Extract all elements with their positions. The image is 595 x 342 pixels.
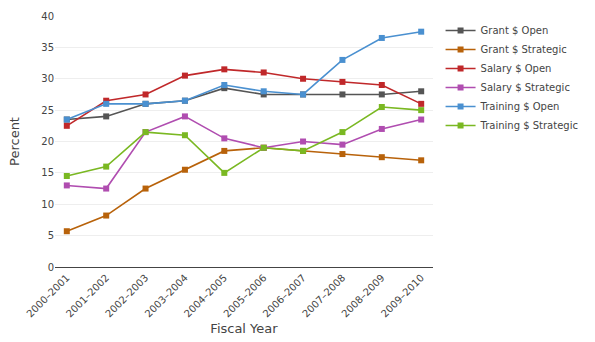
svg-text:Grant $ Strategic: Grant $ Strategic bbox=[481, 44, 567, 55]
svg-text:30: 30 bbox=[41, 73, 54, 84]
svg-text:Training $ Strategic: Training $ Strategic bbox=[480, 120, 578, 131]
svg-text:Fiscal Year: Fiscal Year bbox=[210, 321, 278, 336]
svg-text:Salary $ Strategic: Salary $ Strategic bbox=[481, 82, 570, 93]
svg-text:2009–2010: 2009–2010 bbox=[379, 272, 426, 319]
svg-text:35: 35 bbox=[41, 42, 54, 53]
svg-text:Grant $ Open: Grant $ Open bbox=[481, 25, 549, 36]
svg-text:2004–2005: 2004–2005 bbox=[182, 272, 229, 319]
svg-text:Training $ Open: Training $ Open bbox=[480, 101, 560, 112]
svg-text:0: 0 bbox=[48, 262, 54, 273]
svg-text:Percent: Percent bbox=[7, 117, 22, 166]
svg-text:2007–2008: 2007–2008 bbox=[300, 272, 347, 319]
svg-text:25: 25 bbox=[41, 105, 54, 116]
svg-text:2001–2002: 2001–2002 bbox=[64, 272, 111, 319]
svg-text:40: 40 bbox=[41, 11, 54, 22]
svg-text:5: 5 bbox=[48, 230, 54, 241]
svg-text:10: 10 bbox=[41, 199, 54, 210]
svg-text:Salary $ Open: Salary $ Open bbox=[481, 63, 552, 74]
svg-text:2003–2004: 2003–2004 bbox=[143, 272, 190, 319]
svg-text:2008–2009: 2008–2009 bbox=[339, 272, 386, 319]
svg-text:2006–2007: 2006–2007 bbox=[261, 272, 308, 319]
svg-text:15: 15 bbox=[41, 167, 54, 178]
svg-text:20: 20 bbox=[41, 136, 54, 147]
svg-text:2005–2006: 2005–2006 bbox=[221, 272, 268, 319]
svg-text:2000–2001: 2000–2001 bbox=[24, 272, 71, 319]
svg-text:2002–2003: 2002–2003 bbox=[103, 272, 150, 319]
